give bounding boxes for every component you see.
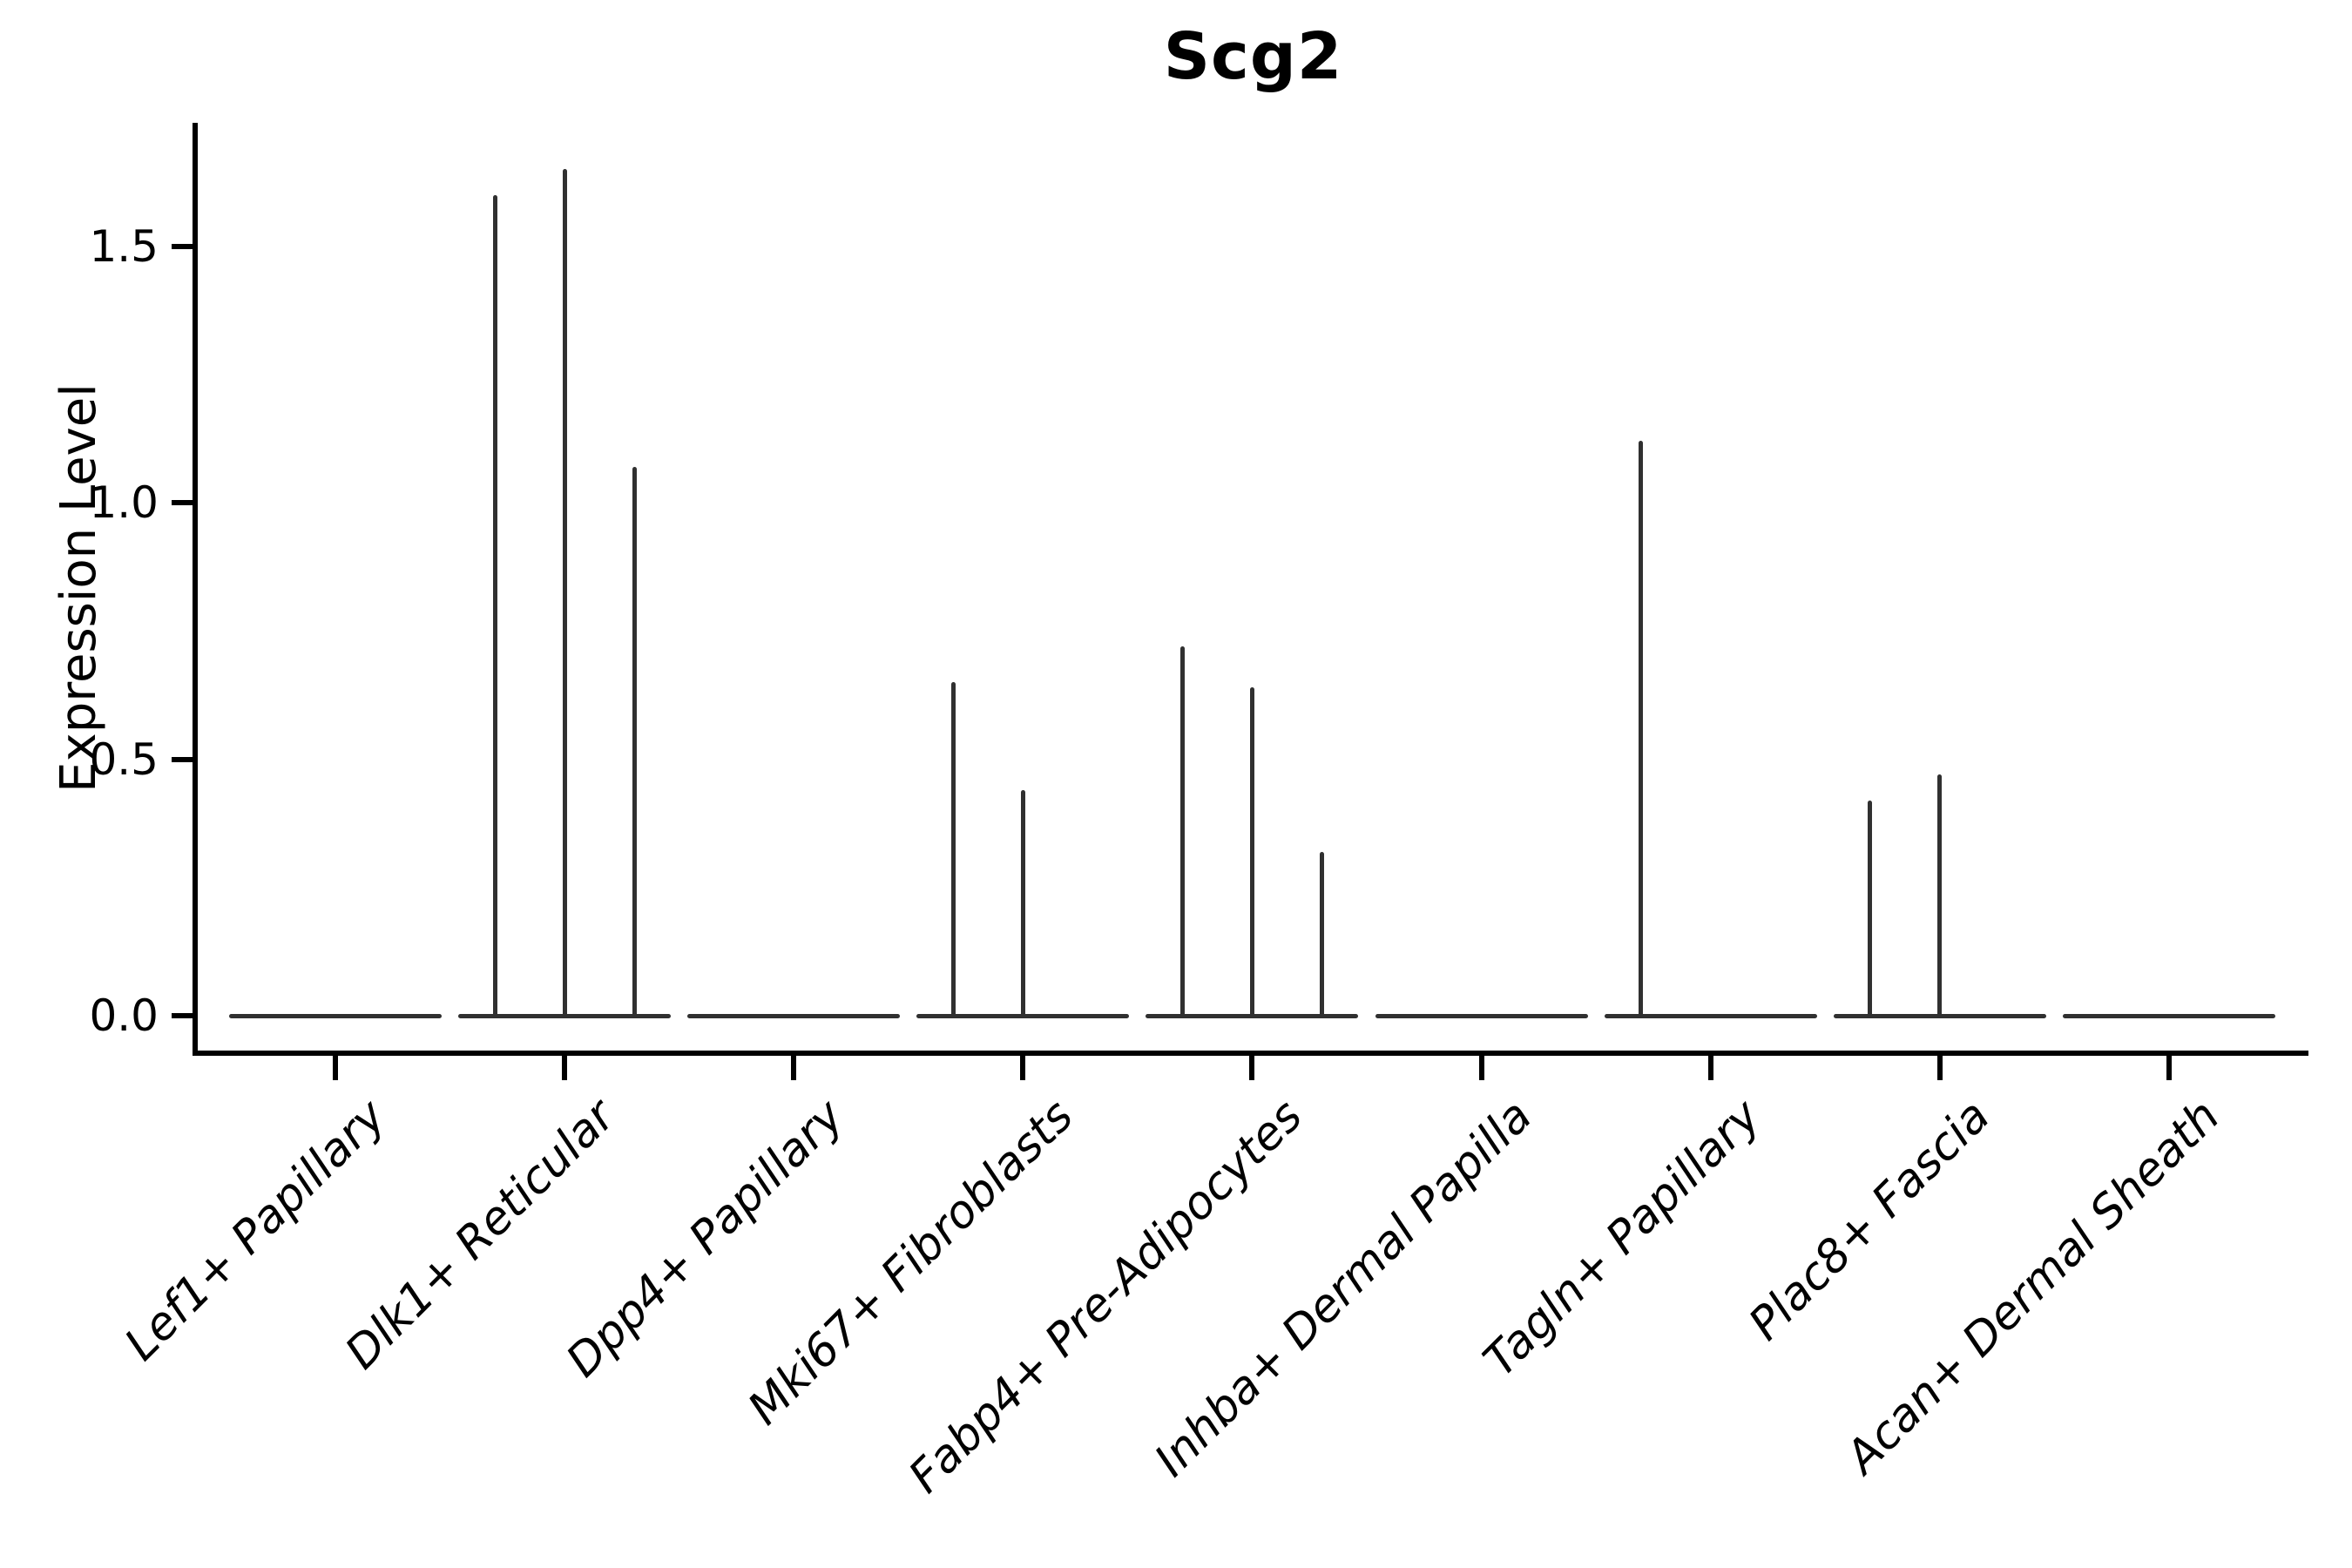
violin-spike <box>1020 789 1025 1016</box>
y-axis-label: Expression Level <box>51 383 107 793</box>
x-tick <box>333 1056 338 1080</box>
x-tick <box>1478 1056 1484 1080</box>
y-tick-label: 0.5 <box>89 733 159 785</box>
violin-spike <box>1319 851 1324 1016</box>
violin-baseline <box>229 1013 442 1018</box>
violin-spike <box>632 466 637 1016</box>
y-tick-label: 1.0 <box>89 477 159 528</box>
x-tick <box>1707 1056 1713 1080</box>
violin-baseline <box>916 1013 1130 1018</box>
violin-baseline <box>1146 1013 1359 1018</box>
violin-spike <box>1179 645 1185 1016</box>
y-tick <box>172 1013 198 1018</box>
violin-baseline <box>1833 1013 2046 1018</box>
x-tick-label: Fabp4+ Pre-Adipocytes <box>899 1090 1314 1504</box>
violin-spike <box>1937 774 1943 1016</box>
violin-spike <box>562 169 567 1016</box>
y-tick <box>172 756 198 762</box>
violin-baseline <box>687 1013 901 1018</box>
y-tick-label: 0.0 <box>89 990 159 1041</box>
x-tick-label: Plac8+ Fascia <box>1740 1090 2001 1351</box>
y-tick <box>172 500 198 505</box>
violin-spike <box>492 194 497 1016</box>
y-tick <box>172 243 198 249</box>
violin-spike <box>950 682 956 1016</box>
x-tick <box>1249 1056 1255 1080</box>
x-tick <box>562 1056 568 1080</box>
plot-title: Scg2 <box>1163 19 1343 94</box>
y-tick-label: 1.5 <box>89 220 159 272</box>
x-tick <box>791 1056 797 1080</box>
violin-baseline <box>2062 1013 2275 1018</box>
x-tick <box>1936 1056 1943 1080</box>
y-axis <box>193 123 198 1056</box>
violin-spike <box>1249 687 1254 1016</box>
x-tick-label: Inhba+ Dermal Papilla <box>1145 1090 1543 1487</box>
x-tick-label: Acan+ Dermal Sheath <box>1835 1090 2230 1484</box>
violin-spike <box>1868 800 1873 1016</box>
x-axis <box>193 1051 2308 1056</box>
violin-baseline <box>1375 1013 1588 1018</box>
x-tick <box>1020 1056 1026 1080</box>
x-tick <box>2166 1056 2172 1080</box>
violin-baseline <box>1604 1013 1817 1018</box>
violin-baseline <box>458 1013 672 1018</box>
violin-spike <box>1639 441 1644 1016</box>
